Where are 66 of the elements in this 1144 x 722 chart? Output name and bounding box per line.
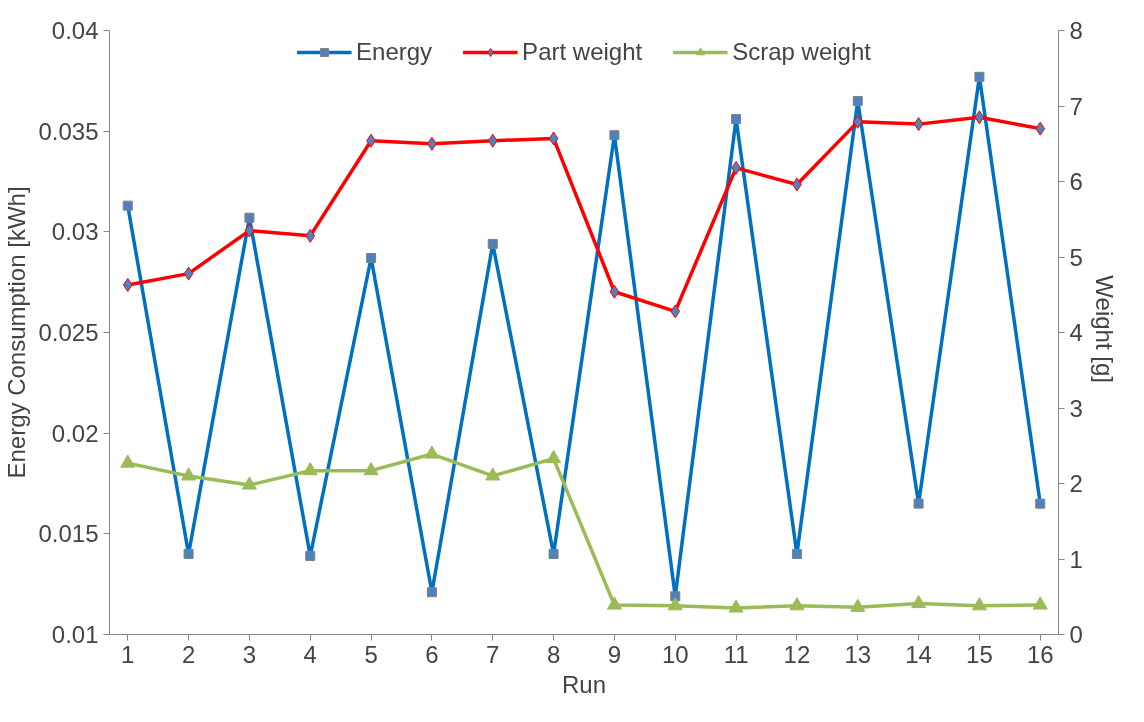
point bbox=[606, 596, 622, 610]
point bbox=[241, 476, 257, 490]
point bbox=[487, 133, 498, 148]
y-tick-label: 0.02 bbox=[51, 419, 99, 447]
x-tick-label: 8 bbox=[546, 640, 561, 668]
y2-tick-label: 5 bbox=[1069, 243, 1083, 271]
point bbox=[1032, 596, 1048, 610]
point bbox=[548, 131, 559, 146]
y-tick-label: 0.035 bbox=[38, 117, 99, 145]
y-axis-title: Energy Consumption [kWh] bbox=[3, 186, 31, 479]
point bbox=[305, 228, 316, 243]
y-tick-label: 0.015 bbox=[38, 520, 99, 548]
point bbox=[609, 284, 620, 299]
point bbox=[244, 223, 255, 238]
y2-tick-label: 8 bbox=[1069, 17, 1083, 44]
x-tick-label: 10 bbox=[661, 640, 689, 668]
x-tick-label: 7 bbox=[486, 640, 500, 668]
x-tick-label: 9 bbox=[607, 640, 622, 668]
legend-label: Part weight bbox=[522, 38, 643, 66]
x-axis-title: Run bbox=[561, 670, 607, 698]
x-tick-label: 12 bbox=[783, 640, 811, 668]
point bbox=[971, 597, 987, 611]
point bbox=[913, 117, 924, 132]
point bbox=[1035, 121, 1046, 136]
x-tick-label: 3 bbox=[242, 640, 257, 668]
y2-tick-label: 6 bbox=[1069, 168, 1083, 195]
point bbox=[363, 462, 379, 476]
y-tick-label: 0.01 bbox=[51, 621, 99, 648]
point bbox=[424, 445, 440, 459]
y-tick-label: 0.04 bbox=[51, 17, 99, 44]
y2-tick-label: 2 bbox=[1069, 470, 1083, 497]
y2-tick-label: 3 bbox=[1069, 394, 1083, 422]
x-tick-label: 11 bbox=[723, 640, 749, 668]
x-tick-label: 1 bbox=[121, 640, 135, 668]
y2-tick-label: 1 bbox=[1069, 545, 1083, 573]
point bbox=[302, 462, 318, 476]
y2-tick-label: 7 bbox=[1069, 92, 1083, 120]
y2-tick-label: 4 bbox=[1069, 319, 1083, 346]
legend-label: Energy bbox=[356, 38, 433, 66]
x-tick-label: 16 bbox=[1026, 640, 1054, 668]
y2-tick-label: 0 bbox=[1069, 621, 1083, 648]
point bbox=[667, 597, 683, 611]
point bbox=[485, 467, 501, 481]
x-tick-label: 2 bbox=[181, 640, 196, 668]
point bbox=[546, 450, 562, 464]
point bbox=[789, 597, 805, 611]
x-tick-label: 6 bbox=[425, 640, 439, 668]
point bbox=[670, 304, 681, 319]
x-tick-label: 14 bbox=[905, 640, 932, 668]
legend-label: Scrap weight bbox=[732, 38, 871, 66]
point bbox=[850, 598, 866, 612]
y-tick-label: 0.03 bbox=[51, 218, 99, 246]
point bbox=[120, 454, 136, 468]
point bbox=[181, 467, 197, 481]
x-tick-label: 5 bbox=[364, 640, 378, 668]
point bbox=[852, 114, 863, 129]
point bbox=[911, 594, 927, 609]
y-tick-label: 0.025 bbox=[38, 319, 99, 346]
x-tick-label: 4 bbox=[303, 640, 317, 668]
x-tick-label: 15 bbox=[966, 640, 993, 668]
y2-axis-title: Weight [g] bbox=[1090, 275, 1118, 383]
point bbox=[728, 599, 744, 613]
point bbox=[122, 277, 133, 292]
point bbox=[974, 110, 985, 125]
point bbox=[183, 266, 194, 281]
x-tick-label: 13 bbox=[844, 640, 872, 668]
